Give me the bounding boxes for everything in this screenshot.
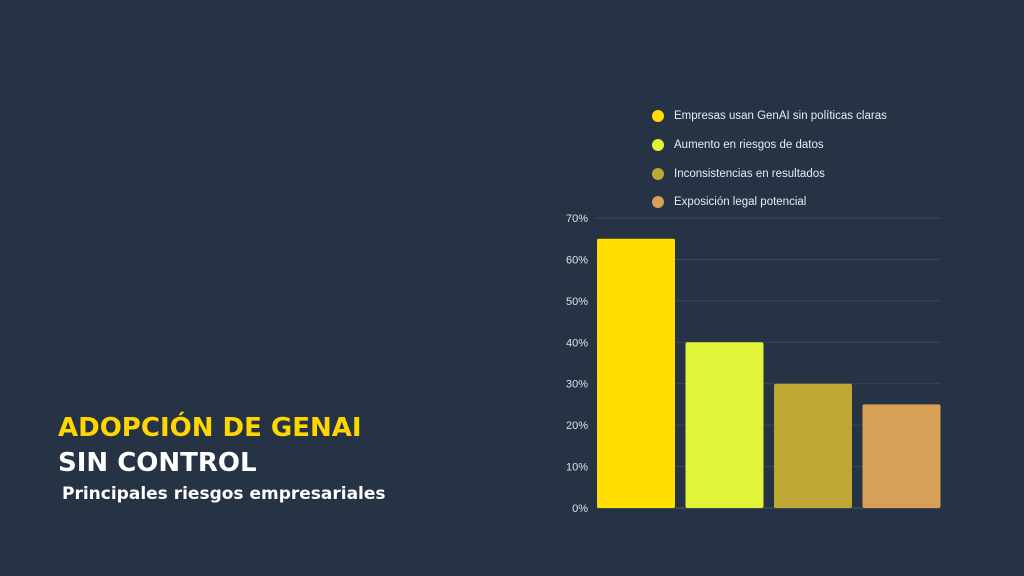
y-tick-label: 40% bbox=[566, 337, 588, 349]
y-tick-label: 10% bbox=[566, 462, 588, 474]
y-tick-label: 50% bbox=[566, 296, 588, 308]
legend-label: Exposición legal potencial bbox=[674, 196, 807, 209]
y-tick-label: 0% bbox=[572, 503, 588, 515]
y-tick-label: 70% bbox=[566, 213, 588, 225]
legend-item: Exposición legal potencial bbox=[652, 188, 887, 217]
legend-label: Inconsistencias en resultados bbox=[674, 167, 825, 180]
bar bbox=[685, 342, 764, 508]
legend-swatch bbox=[652, 196, 664, 209]
slide-subtitle: Principales riesgos empresariales bbox=[62, 484, 386, 504]
legend-item: Inconsistencias en resultados bbox=[652, 159, 887, 188]
legend-item: Aumento en riesgos de datos bbox=[652, 131, 887, 160]
slide-title-line-1: ADOPCIÓN DE GENAI bbox=[58, 413, 362, 443]
legend-swatch bbox=[652, 139, 664, 152]
legend-label: Aumento en riesgos de datos bbox=[674, 139, 824, 152]
y-tick-label: 60% bbox=[566, 254, 588, 266]
bar bbox=[862, 404, 941, 508]
bar bbox=[774, 383, 852, 508]
legend-label: Empresas usan GenAI sin políticas claras bbox=[674, 110, 887, 123]
legend-swatch bbox=[652, 167, 664, 180]
legend-item: Empresas usan GenAI sin políticas claras bbox=[652, 102, 887, 131]
y-tick-label: 20% bbox=[566, 420, 588, 432]
y-tick-label: 30% bbox=[566, 379, 588, 391]
legend-swatch bbox=[652, 110, 664, 123]
title-block: ADOPCIÓN DE GENAI SIN CONTROL Principale… bbox=[58, 410, 386, 508]
slide-title-line-2: SIN CONTROL bbox=[58, 448, 257, 478]
bar bbox=[597, 238, 675, 508]
chart-legend: Empresas usan GenAI sin políticas claras… bbox=[652, 102, 887, 217]
